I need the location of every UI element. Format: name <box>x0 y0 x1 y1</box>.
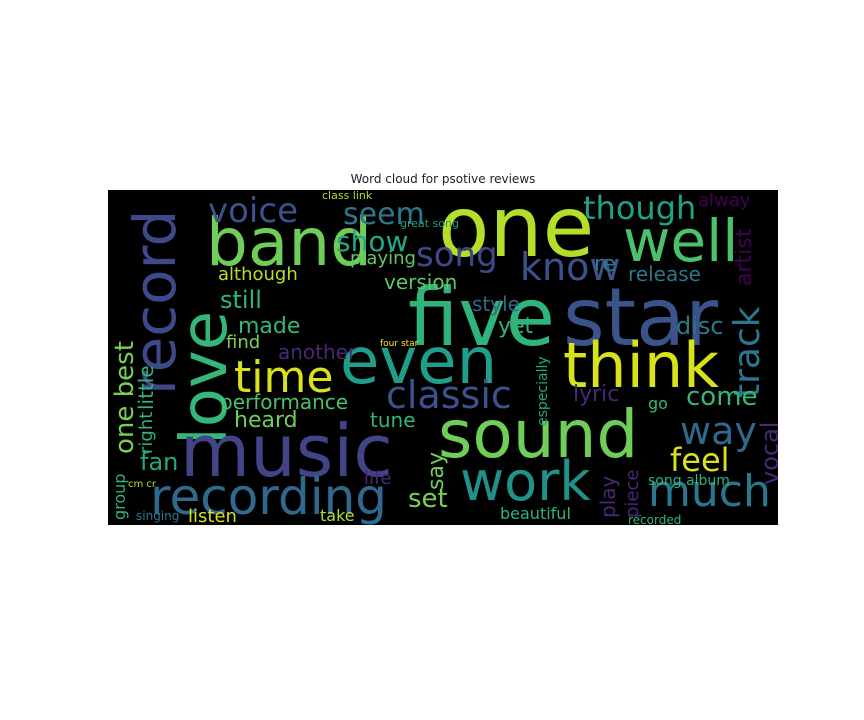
word-lyric: lyric <box>573 382 620 407</box>
word-vocal: vocal <box>756 421 778 485</box>
word-four-star: four star <box>380 339 419 349</box>
word-recorded: recorded <box>628 513 682 525</box>
word-recording: recording <box>150 468 388 525</box>
word-performance: performance <box>220 390 349 414</box>
word-five: five <box>408 271 555 364</box>
word-yet: yet <box>498 314 534 339</box>
word-beautiful: beautiful <box>500 504 571 523</box>
word-well: well <box>623 207 739 275</box>
word-set: set <box>408 484 448 514</box>
word-piece: piece <box>622 469 643 518</box>
word-know: know <box>520 245 621 289</box>
word-although: although <box>218 264 298 285</box>
word-classic: classic <box>386 373 512 417</box>
word-still: still <box>220 286 262 314</box>
word-style: style <box>472 292 520 316</box>
word-song: song <box>416 235 498 275</box>
word-heard: heard <box>234 408 298 433</box>
word-great-song: great song <box>400 217 459 230</box>
word-play: play <box>596 475 620 518</box>
word-singing: singing <box>136 509 180 523</box>
word-playing: playing <box>350 248 416 269</box>
word-class-link: class link <box>322 190 373 202</box>
word-go: go <box>648 394 668 413</box>
word-little: little <box>134 365 158 410</box>
word-work: work <box>460 450 591 513</box>
word-say: say <box>424 452 449 490</box>
word-another: another <box>278 340 357 364</box>
word-even: even <box>340 325 498 399</box>
word-alway: alway <box>698 190 751 211</box>
word-time: time <box>234 352 334 403</box>
word-right: right <box>136 411 157 454</box>
word-music: music <box>180 409 393 493</box>
word-way: way <box>680 409 757 453</box>
word-cm-cr: cm cr <box>128 479 157 490</box>
word-cloud-image: five star one band well love record musi… <box>108 190 778 525</box>
word-feel: feel <box>670 441 730 479</box>
word-release: release <box>628 262 701 286</box>
word-sound: sound <box>438 396 639 473</box>
word-star: star <box>563 271 718 364</box>
word-life: life <box>364 468 392 489</box>
word-especially: especially <box>535 356 551 426</box>
word-group: group <box>110 473 129 520</box>
word-come: come <box>686 382 758 412</box>
chart-title: Word cloud for psotive reviews <box>350 172 536 186</box>
word-think: think <box>563 329 720 402</box>
word-tune: tune <box>370 408 416 432</box>
word-artist: artist <box>732 228 757 286</box>
word-song-album: song album <box>648 473 730 489</box>
word-listen: listen <box>188 506 237 526</box>
word-much: much <box>648 466 771 517</box>
word-find: find <box>226 332 261 353</box>
word-take: take <box>320 506 355 525</box>
word-show: show <box>336 225 409 258</box>
word-one: one <box>438 190 595 276</box>
word-band: band <box>206 204 373 281</box>
word-re: re <box>594 252 617 277</box>
word-disc: disc <box>676 312 724 340</box>
word-voice: voice <box>208 191 298 231</box>
word-though: though <box>583 190 697 227</box>
word-made: made <box>238 314 301 339</box>
word-version: version <box>384 270 458 294</box>
word-seem: seem <box>343 197 425 232</box>
word-fan: fan <box>140 448 179 476</box>
